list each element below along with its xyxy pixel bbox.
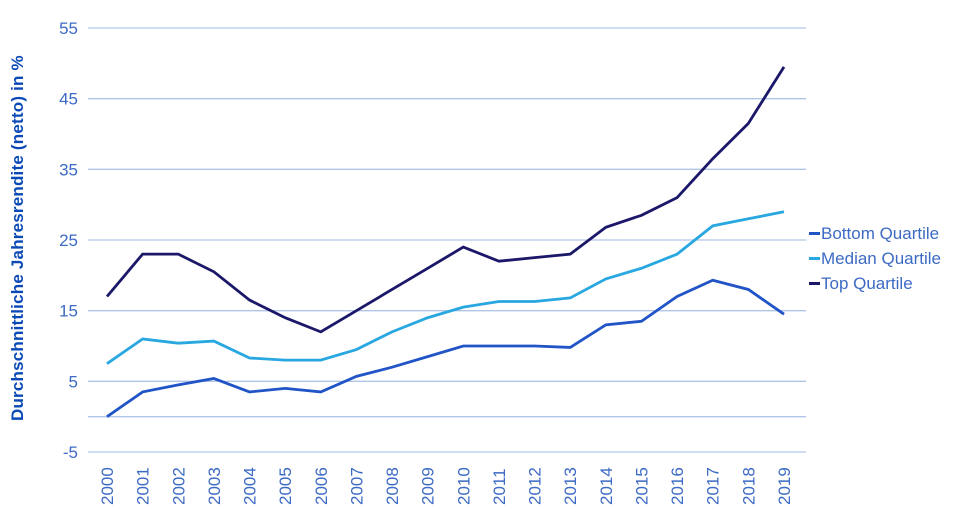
x-tick-label: 2016	[668, 467, 687, 505]
x-tick-label: 2019	[775, 467, 794, 505]
x-tick-label: 2012	[526, 467, 545, 505]
y-tick-label: 15	[59, 302, 78, 321]
y-tick-label: 35	[59, 160, 78, 179]
legend-dash-icon	[809, 232, 820, 235]
x-tick-label: 2005	[276, 467, 295, 505]
y-tick-label: 55	[59, 19, 78, 38]
legend-item-top-quartile: Top Quartile	[809, 271, 941, 296]
x-tick-label: 2015	[632, 467, 651, 505]
y-tick-label: 45	[59, 90, 78, 109]
x-tick-label: 2006	[312, 467, 331, 505]
x-tick-label: 2010	[454, 467, 473, 505]
y-tick-label: 25	[59, 231, 78, 250]
legend-dash-icon	[809, 282, 820, 285]
x-tick-label: 2002	[169, 467, 188, 505]
legend-label: Median Quartile	[821, 248, 942, 268]
x-tick-label: 2018	[739, 467, 758, 505]
legend-dash-icon	[809, 257, 820, 260]
y-tick-label: -5	[63, 443, 78, 462]
legend-item-median-quartile: Median Quartile	[809, 246, 941, 271]
x-tick-label: 2003	[205, 467, 224, 505]
x-tick-label: 2014	[597, 467, 616, 505]
x-tick-label: 2013	[561, 467, 580, 505]
x-tick-label: 2004	[241, 467, 260, 505]
legend: Bottom Quartile Median Quartile Top Quar…	[809, 221, 941, 296]
x-tick-label: 2009	[419, 467, 438, 505]
legend-label: Bottom Quartile	[821, 223, 940, 243]
y-tick-label: 5	[69, 372, 78, 391]
x-tick-label: 2001	[134, 467, 153, 505]
legend-item-bottom-quartile: Bottom Quartile	[809, 221, 941, 246]
x-tick-label: 2011	[490, 468, 509, 505]
series-line-median-quartile	[106, 210, 785, 365]
x-tick-label: 2008	[383, 467, 402, 505]
x-tick-label: 2000	[98, 467, 117, 505]
legend-label: Top Quartile	[821, 273, 913, 293]
x-tick-label: 2007	[347, 467, 366, 505]
x-tick-label: 2017	[704, 467, 723, 505]
series-line-top-quartile	[105, 66, 786, 334]
series-line-bottom-quartile	[106, 278, 785, 418]
